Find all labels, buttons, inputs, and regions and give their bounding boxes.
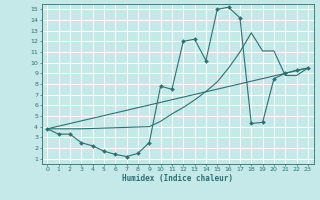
X-axis label: Humidex (Indice chaleur): Humidex (Indice chaleur) bbox=[122, 174, 233, 183]
